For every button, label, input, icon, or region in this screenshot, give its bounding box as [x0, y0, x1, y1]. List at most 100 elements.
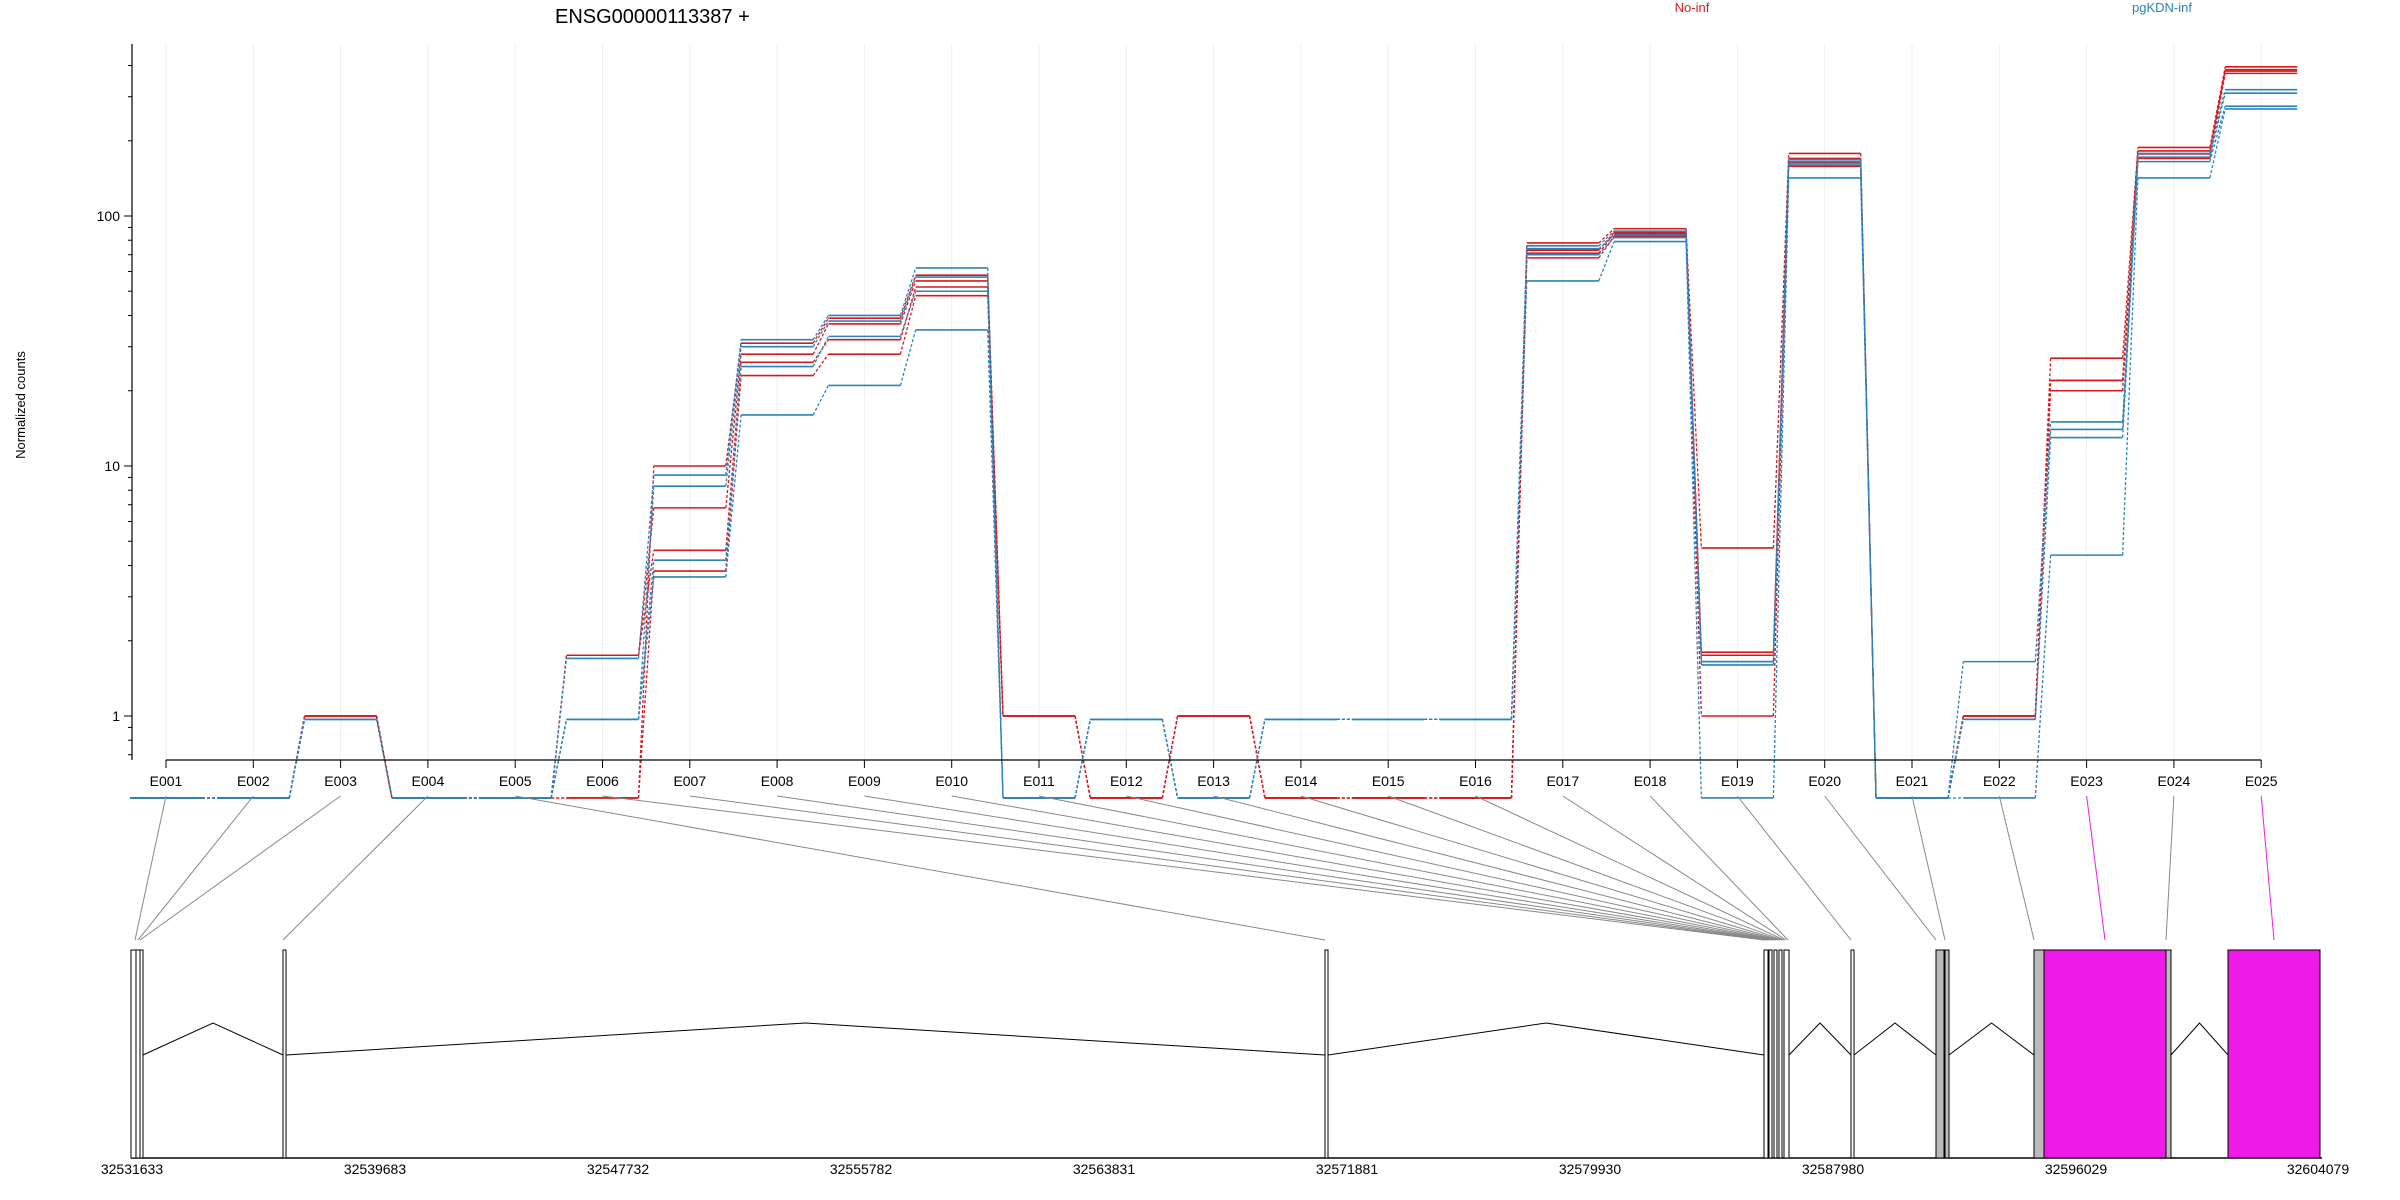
exon-block — [1935, 949, 1945, 1159]
exon-connector-dash — [1685, 241, 1703, 798]
x-tick-label: E005 — [499, 773, 532, 789]
exon-connector-dash — [637, 465, 655, 799]
exon-connector-dash — [1598, 228, 1615, 244]
genomic-coordinate-label: 32531633 — [101, 1161, 164, 1177]
exon-connector-dash — [2121, 147, 2139, 359]
exon-connector-dash — [725, 366, 742, 561]
exon-block — [135, 949, 141, 1159]
y-tick-label: 10 — [104, 458, 120, 474]
exon-connector-dash — [2209, 66, 2226, 148]
exon-connector-dash — [1074, 719, 1091, 799]
x-tick-label: E021 — [1896, 773, 1929, 789]
exon-connector-dash — [899, 276, 917, 322]
x-tick-label: E017 — [1546, 773, 1579, 789]
exon-connector-dash — [2121, 158, 2139, 391]
exon-connector-dash — [2034, 358, 2052, 717]
exon-connector-dash — [1772, 177, 1790, 798]
x-tick-label: E007 — [673, 773, 706, 789]
exon-connector-dash — [812, 385, 829, 416]
exon-connector — [1911, 795, 1946, 941]
exon-connector-dash — [987, 329, 1004, 798]
exon-connector — [1038, 795, 1775, 941]
exon-connector-dash — [1598, 234, 1615, 250]
exon-connector-dash — [899, 280, 917, 325]
exon-connector — [134, 795, 167, 941]
exon-connector-dash — [375, 719, 393, 799]
intron-line — [1948, 1022, 2035, 1056]
exon-connector — [282, 795, 429, 941]
exon-connector-dash — [288, 719, 306, 799]
x-tick-label: E014 — [1285, 773, 1318, 789]
y-axis-label: Normalized counts — [13, 351, 28, 459]
genomic-coordinate-label: 32547732 — [587, 1161, 650, 1177]
exon-connector — [1737, 795, 1852, 941]
exon-connector-dash — [725, 346, 742, 487]
intron-line — [285, 1022, 1326, 1056]
exon-block — [1783, 949, 1790, 1159]
exon-connector — [602, 795, 1765, 941]
genomic-coordinate-label: 32596029 — [2045, 1161, 2108, 1177]
exon-connector-dash — [812, 353, 829, 376]
exon-connector — [1388, 795, 1783, 941]
x-tick-label: E025 — [2245, 773, 2278, 789]
x-tick-label: E002 — [237, 773, 270, 789]
exon-connector-dash — [1947, 719, 1964, 799]
exon-connector-dash — [2209, 73, 2226, 159]
exon-connector-dash — [2209, 89, 2226, 154]
exon-connector-dash — [2034, 390, 2052, 717]
exon-connector — [515, 795, 1326, 941]
x-tick-label: E015 — [1372, 773, 1405, 789]
exon-connector — [777, 795, 1769, 941]
exon-connector — [1649, 795, 1789, 941]
x-tick-label: E003 — [324, 773, 357, 789]
exon-connector-dash — [1860, 177, 1877, 798]
gene-model-track: 32531633 32539683 32547732 32555782 32563831… — [101, 949, 2349, 1177]
exon-connector-dash — [2121, 177, 2139, 556]
exon-connector-dash — [1510, 280, 1528, 720]
exon-connector-dash — [1598, 235, 1615, 259]
exon-block — [2033, 949, 2045, 1159]
exon-connector — [1300, 795, 1781, 941]
exon-connector-dash — [2209, 105, 2226, 162]
exon-block — [1773, 949, 1778, 1159]
genomic-coordinate-label: 32539683 — [344, 1161, 407, 1177]
exon-block — [282, 949, 287, 1159]
exon-connector-dash — [812, 339, 829, 363]
exon-connector — [1213, 795, 1779, 941]
exon-connector-dash — [1772, 166, 1790, 717]
exon-connector-dash — [725, 375, 742, 572]
exon-connector-dash — [2034, 421, 2052, 662]
y-tick-label: 100 — [97, 208, 121, 224]
exon-connector-dash — [987, 291, 1004, 798]
exon-connector-dash — [2121, 153, 2139, 381]
exon-connector-dash — [550, 658, 568, 799]
exon-connector-dash — [1598, 241, 1615, 282]
x-tick-label: E018 — [1634, 773, 1667, 789]
x-tick-label: E011 — [1023, 773, 1055, 789]
exon-connector — [139, 795, 341, 941]
exon-connector-dash — [899, 274, 917, 319]
exon-connector-dash — [812, 320, 829, 348]
x-tick-label: E004 — [412, 773, 445, 789]
exon-block — [139, 949, 144, 1159]
exon-connector-dash — [2121, 157, 2139, 430]
intron-line — [2170, 1022, 2229, 1056]
intron-line — [1788, 1022, 1852, 1056]
exon-connector — [951, 795, 1773, 941]
exon-connector-dash — [812, 336, 829, 367]
exon-connector-dash — [725, 354, 742, 508]
x-tick-label: E006 — [586, 773, 619, 789]
exon-connector — [1824, 795, 1937, 941]
exon-connector-dash — [1161, 719, 1179, 799]
exon-connector-dash — [899, 295, 917, 355]
exon-connector-dash — [550, 719, 568, 799]
exon-connector-dash — [2034, 437, 2052, 720]
legend-pgkdn-inf: pgKDN-inf — [2132, 0, 2192, 15]
exon-connector — [2086, 795, 2106, 941]
x-tick-label: E022 — [1983, 773, 2016, 789]
exon-connector-dash — [1685, 228, 1703, 549]
exon-block — [2165, 949, 2172, 1159]
exon-connector-dash — [899, 291, 917, 337]
exon-connector-dash — [1685, 237, 1703, 665]
exon-connector — [1998, 795, 2035, 941]
